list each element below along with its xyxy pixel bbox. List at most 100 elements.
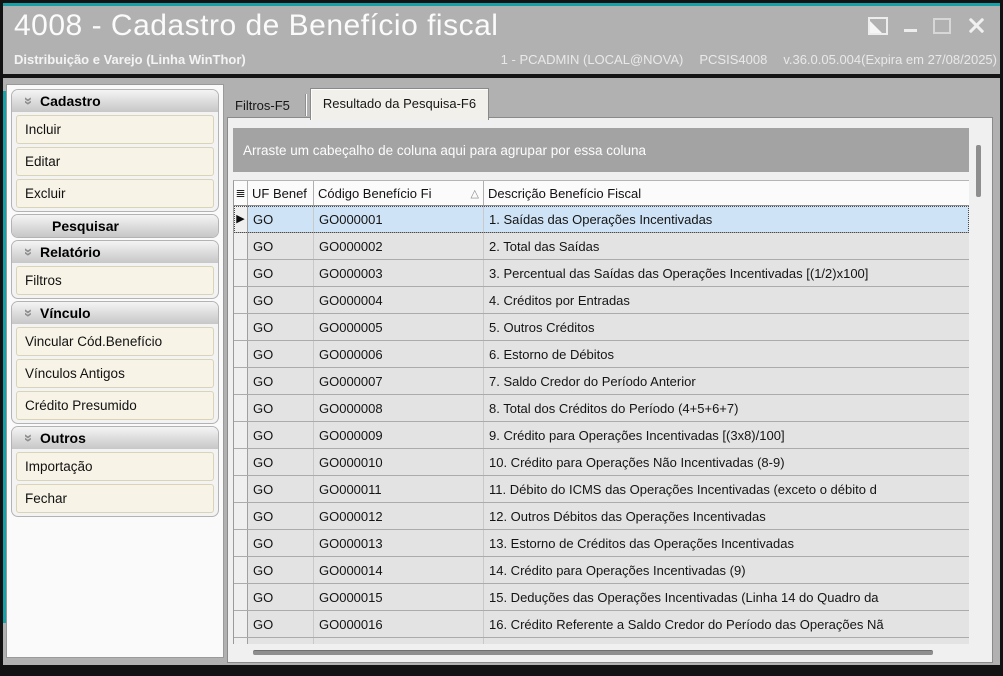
sidebar-button-editar[interactable]: Editar [16,147,214,176]
vertical-scrollbar-thumb[interactable] [976,145,981,197]
cell-descricao[interactable]: 4. Créditos por Entradas [489,292,630,308]
table-row[interactable]: GO GO000011 11. Débito do ICMS das Operaçõ… [234,476,969,503]
cell-descricao[interactable]: 15. Deduções das Operações Incentivadas … [489,589,879,605]
section-header-vinculo[interactable]: » Vínculo [12,302,218,324]
row-indicator-cell [234,530,248,556]
cell-uf[interactable]: GO [248,530,314,556]
cell-uf[interactable]: GO [248,314,314,340]
table-row[interactable]: GO GO000009 9. Crédito para Operações Ince… [234,422,969,449]
cell-uf[interactable]: GO [248,584,314,610]
column-header-descricao-beneficio-fiscal[interactable]: Descrição Benefício Fiscal [484,181,969,205]
table-row[interactable]: GO GO000006 6. Estorno de Débitos [234,341,969,368]
cell-codigo[interactable]: GO000007 [314,368,484,394]
sidebar-button-vincular-cod-beneficio[interactable]: Vincular Cód.Benefício [16,327,214,356]
table-row[interactable]: GO GO000014 14. Crédito para Operações Inc… [234,557,969,584]
titlebar[interactable]: 4008 - Cadastro de Benefício fiscal Dist… [3,6,1000,74]
cell-codigo[interactable]: GO000005 [314,314,484,340]
table-row[interactable]: GO GO000013 13. Estorno de Créditos das Op… [234,530,969,557]
section-header-cadastro[interactable]: » Cadastro [12,90,218,112]
cell-descricao[interactable]: 13. Estorno de Créditos das Operações In… [489,535,794,551]
cell-codigo[interactable]: GO000011 [314,476,484,502]
cell-codigo[interactable]: GO000006 [314,341,484,367]
column-chooser-icon[interactable]: ≣ [234,181,248,205]
close-icon[interactable] [967,16,986,35]
cell-codigo[interactable]: GO000004 [314,287,484,313]
table-row[interactable]: GO GO000005 5. Outros Créditos [234,314,969,341]
cell-codigo[interactable]: GO000012 [314,503,484,529]
cell-uf[interactable]: GO [248,503,314,529]
cell-descricao[interactable]: 2. Total das Saídas [489,238,600,254]
cell-descricao[interactable]: 9. Crédito para Operações Incentivadas [… [489,427,785,443]
table-row[interactable]: GO GO000007 7. Saldo Credor do Período Ant… [234,368,969,395]
cell-uf[interactable]: GO [248,260,314,286]
cell-descricao[interactable]: 12. Outros Débitos das Operações Incenti… [489,508,766,524]
section-header-pesquisar[interactable]: Pesquisar [12,215,218,237]
column-header-uf-benef[interactable]: UF Benef [248,181,314,205]
sidebar-button-vinculos-antigos[interactable]: Vínculos Antigos [16,359,214,388]
row-indicator-cell [234,476,248,502]
cell-codigo[interactable]: GO000001 [314,206,484,232]
section-header-relatorio[interactable]: » Relatório [12,241,218,263]
sidebar-button-filtros[interactable]: Filtros [16,266,214,295]
table-row[interactable]: GO GO000016 16. Crédito Referente a Saldo … [234,611,969,638]
cell-descricao[interactable]: 8. Total dos Créditos do Período (4+5+6+… [489,400,739,416]
sidebar-button-incluir[interactable]: Incluir [16,115,214,144]
cell-uf[interactable]: GO [248,476,314,502]
table-row[interactable]: GO GO000015 15. Deduções das Operações Inc… [234,584,969,611]
tab-resultado-pesquisa-f6[interactable]: Resultado da Pesquisa-F6 [309,88,490,120]
cell-uf[interactable]: GO [248,341,314,367]
row-indicator-cell [234,287,248,313]
cell-uf[interactable]: GO [248,449,314,475]
cell-codigo[interactable]: GO000013 [314,530,484,556]
cell-codigo[interactable]: GO000016 [314,611,484,637]
tab-filtros-f5[interactable]: Filtros-F5 [235,98,290,113]
cell-descricao[interactable]: 10. Crédito para Operações Não Incentiva… [489,454,785,470]
cell-descricao[interactable]: 3. Percentual das Saídas das Operações I… [489,265,869,281]
cell-uf[interactable]: GO [248,368,314,394]
cell-codigo[interactable]: GO000014 [314,557,484,583]
cell-uf[interactable]: GO [248,422,314,448]
cell-codigo[interactable]: GO000008 [314,395,484,421]
cell-uf[interactable]: GO [248,287,314,313]
cell-descricao [484,638,969,644]
horizontal-scrollbar-thumb[interactable] [253,650,933,655]
cell-descricao[interactable]: 6. Estorno de Débitos [489,346,615,362]
cell-uf[interactable]: GO [248,611,314,637]
cell-descricao[interactable]: 16. Crédito Referente a Saldo Credor do … [489,616,884,632]
maximize-icon[interactable] [933,17,951,34]
window-controls [868,16,986,35]
restore-icon[interactable] [868,16,888,35]
minimize-icon[interactable] [904,29,917,32]
cell-descricao[interactable]: 7. Saldo Credor do Período Anterior [489,373,696,389]
cell-uf[interactable]: GO [248,233,314,259]
cell-descricao[interactable]: 11. Débito do ICMS das Operações Incenti… [489,481,877,497]
cell-codigo[interactable]: GO000003 [314,260,484,286]
cell-codigo[interactable]: GO000010 [314,449,484,475]
table-row[interactable]: ▶ GO GO000001 1. Saídas das Operações Incen… [234,206,969,233]
vertical-scrollbar[interactable] [969,128,988,645]
table-row[interactable]: GO GO000010 10. Crédito para Operações Não… [234,449,969,476]
table-row[interactable]: GO GO000008 8. Total dos Créditos do Perío… [234,395,969,422]
sidebar-button-fechar[interactable]: Fechar [16,484,214,513]
cell-descricao[interactable]: 1. Saídas das Operações Incentivadas [484,206,969,232]
cell-uf[interactable]: GO [248,395,314,421]
table-row[interactable]: GO GO000003 3. Percentual das Saídas das O… [234,260,969,287]
cell-descricao[interactable]: 14. Crédito para Operações Incentivadas … [489,562,746,578]
table-row[interactable]: GO GO000004 4. Créditos por Entradas [234,287,969,314]
cell-codigo[interactable]: GO000009 [314,422,484,448]
table-row[interactable]: GO GO000002 2. Total das Saídas [234,233,969,260]
grid-rows: ▶ GO GO000001 1. Saídas das Operações Incen… [233,206,969,644]
sidebar-button-importacao[interactable]: Importação [16,452,214,481]
table-row[interactable]: GO GO000012 12. Outros Débitos das Operaçõ… [234,503,969,530]
cell-uf[interactable]: GO [248,557,314,583]
sidebar-button-excluir[interactable]: Excluir [16,179,214,208]
cell-uf[interactable]: GO [248,206,314,232]
section-header-outros[interactable]: » Outros [12,427,218,449]
column-header-codigo-beneficio-fi[interactable]: Código Benefício Fi △ [314,181,484,205]
cell-codigo[interactable]: GO000015 [314,584,484,610]
group-by-bar[interactable]: Arraste um cabeçalho de coluna aqui para… [233,128,969,172]
horizontal-scrollbar[interactable] [233,648,969,658]
cell-codigo[interactable]: GO000002 [314,233,484,259]
cell-descricao[interactable]: 5. Outros Créditos [489,319,595,335]
sidebar-button-credito-presumido[interactable]: Crédito Presumido [16,391,214,420]
